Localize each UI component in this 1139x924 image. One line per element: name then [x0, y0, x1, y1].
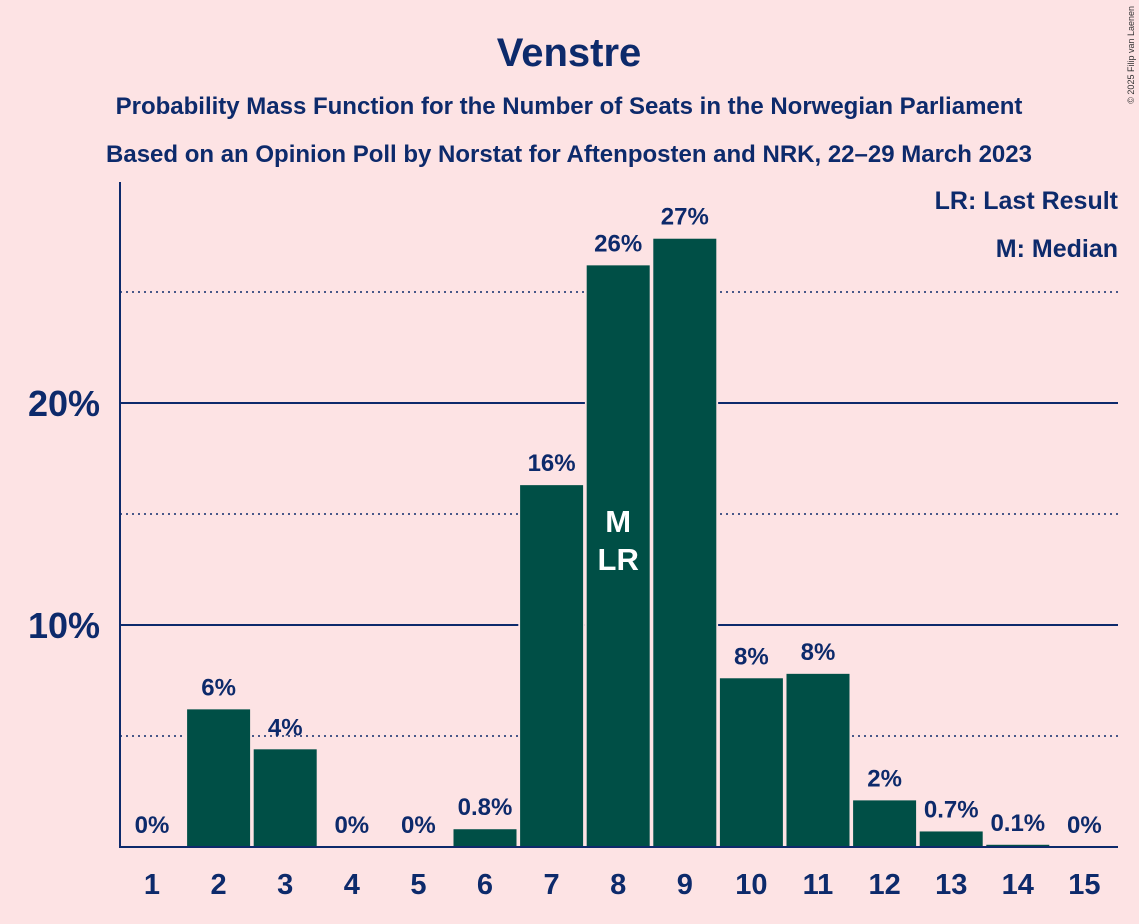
- data-label-3: 4%: [268, 714, 303, 741]
- chart-title: Venstre: [497, 31, 642, 75]
- x-tick-label-10: 10: [735, 869, 767, 901]
- copyright-notice: © 2025 Filip van Laenen: [1126, 6, 1136, 104]
- data-label-2: 6%: [201, 674, 236, 701]
- x-tick-label-11: 11: [803, 869, 834, 901]
- data-label-9: 27%: [661, 204, 709, 231]
- x-tick-label-4: 4: [344, 869, 360, 901]
- y-tick-label-10: 10%: [28, 605, 100, 646]
- bar-seats-9: [653, 238, 717, 848]
- chart-subtitle: Probability Mass Function for the Number…: [116, 93, 1023, 120]
- x-tick-label-6: 6: [477, 869, 493, 901]
- x-tick-label-12: 12: [868, 869, 900, 901]
- data-label-11: 8%: [801, 639, 836, 666]
- bar-seats-11: [786, 673, 850, 847]
- bar-seats-13: [919, 831, 983, 847]
- data-label-6: 0.8%: [458, 794, 513, 821]
- bar-seats-8: [586, 265, 650, 847]
- x-tick-label-2: 2: [211, 869, 227, 901]
- data-label-13: 0.7%: [924, 796, 979, 823]
- x-tick-label-13: 13: [935, 869, 967, 901]
- data-label-4: 0%: [334, 812, 369, 839]
- x-tick-label-3: 3: [277, 869, 293, 901]
- legend: LR: Last Result M: Median: [935, 187, 1119, 263]
- bar-marker-m: M: [605, 504, 631, 539]
- y-tick-label-20: 20%: [28, 383, 100, 424]
- x-tick-label-9: 9: [677, 869, 693, 901]
- chart-subtitle-source: Based on an Opinion Poll by Norstat for …: [106, 141, 1032, 168]
- x-tick-label-14: 14: [1002, 869, 1034, 901]
- bar-seats-12: [853, 800, 917, 847]
- bar-seats-14: [986, 844, 1050, 847]
- bar-seats-3: [253, 749, 317, 847]
- bar-seats-7: [520, 485, 584, 847]
- bar-seats-6: [453, 829, 517, 847]
- bar-seats-10: [719, 678, 783, 847]
- data-label-5: 0%: [401, 812, 436, 839]
- data-label-14: 0.1%: [990, 810, 1045, 837]
- data-label-15: 0%: [1067, 812, 1102, 839]
- bars: 0% 6% 4% 0% 0% 0.8% 16% 26% 27% 8% 8% 2% 0.7% 0.1% 0% M…: [135, 204, 1102, 848]
- bar-seats-2: [187, 709, 251, 847]
- x-tick-label-7: 7: [544, 869, 560, 901]
- x-tick-label-15: 15: [1068, 869, 1100, 901]
- x-tick-label-5: 5: [410, 869, 426, 901]
- bar-marker-lr: LR: [598, 542, 639, 577]
- data-label-7: 16%: [528, 450, 576, 477]
- header: Venstre Probability Mass Function for th…: [106, 31, 1032, 168]
- x-tick-label-8: 8: [610, 869, 626, 901]
- data-label-12: 2%: [867, 765, 902, 792]
- x-tick-label-1: 1: [144, 869, 160, 901]
- legend-last-result: LR: Last Result: [935, 187, 1119, 215]
- data-label-1: 0%: [135, 812, 170, 839]
- data-label-10: 8%: [734, 643, 769, 670]
- data-label-8: 26%: [594, 230, 642, 257]
- legend-median: M: Median: [996, 235, 1118, 263]
